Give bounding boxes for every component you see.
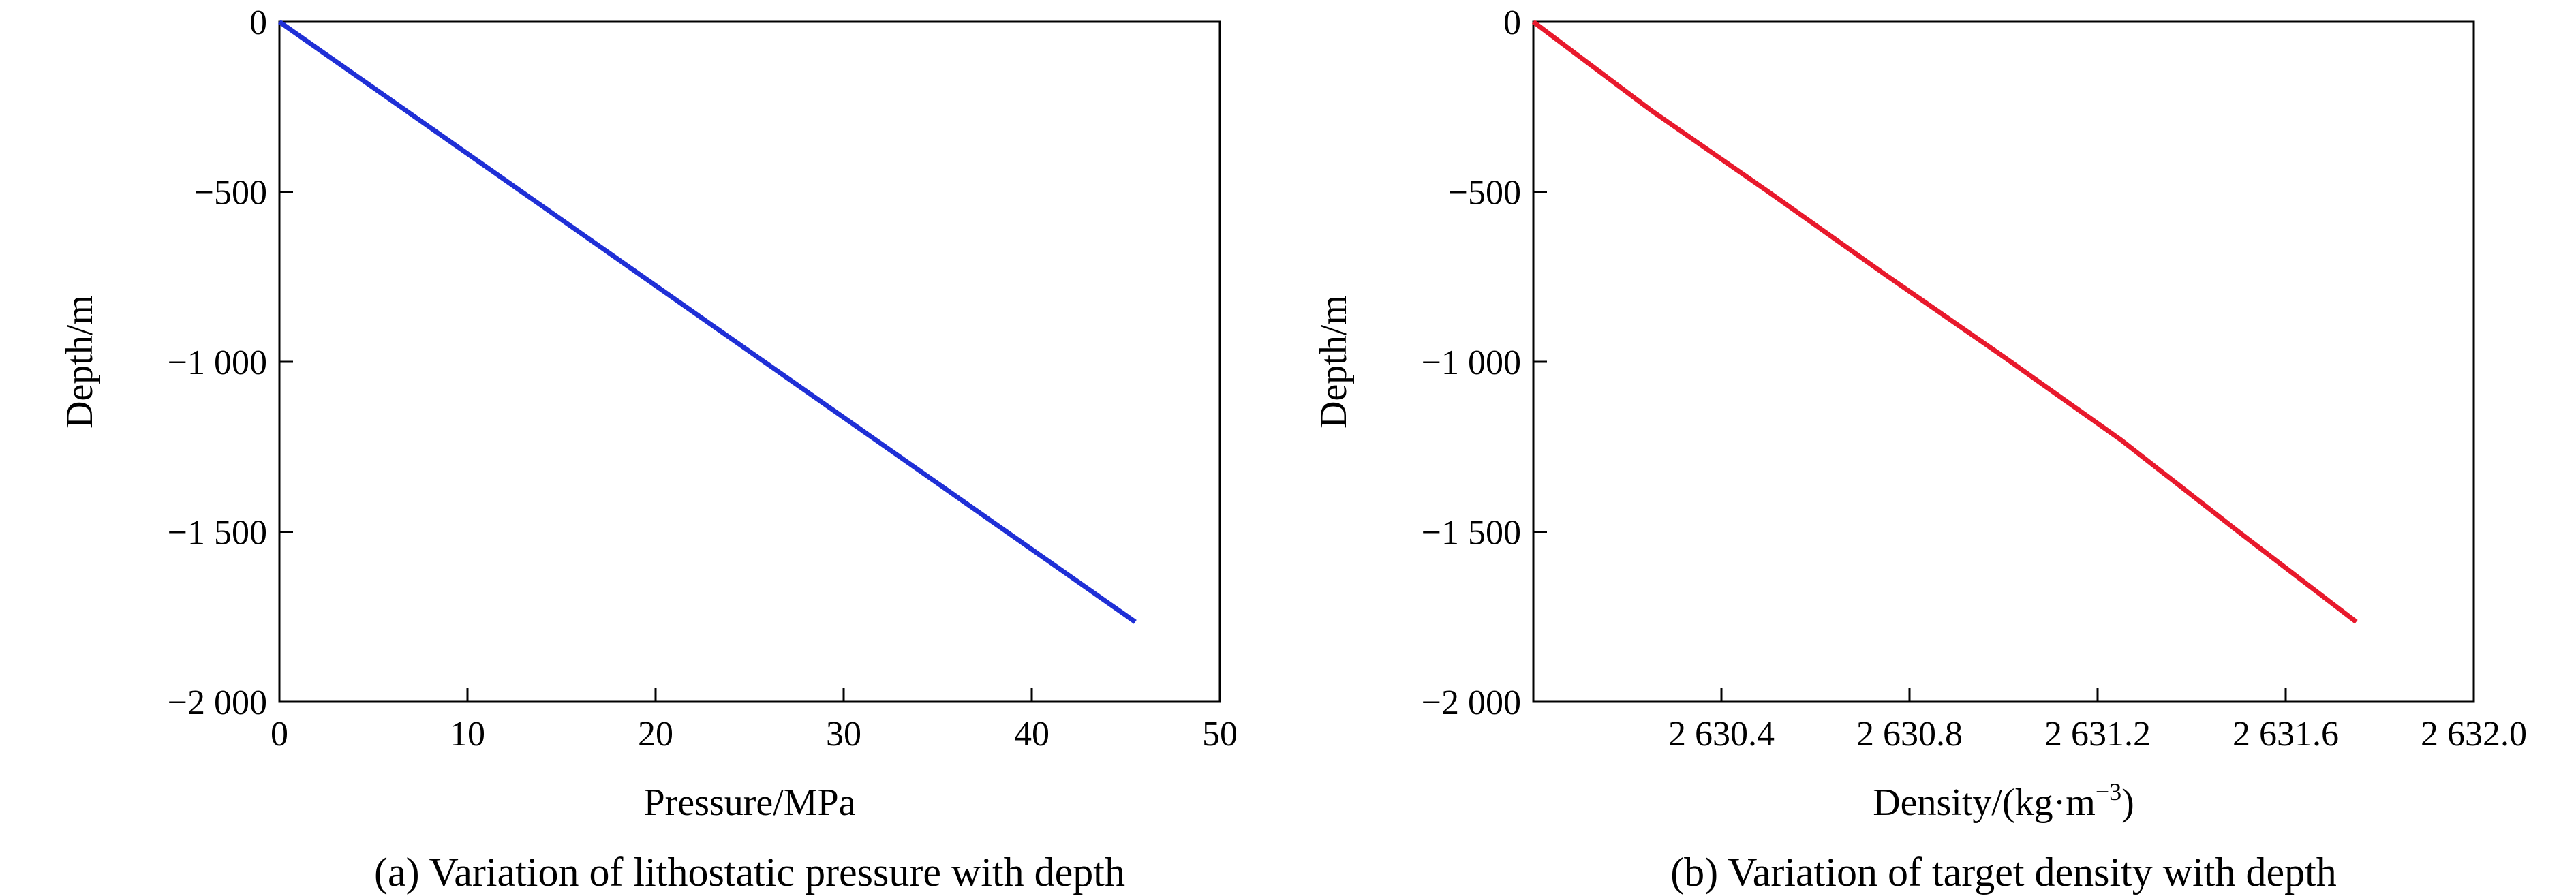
plot-frame-a: [278, 20, 1221, 703]
y-axis-label-b: Depth/m: [1313, 295, 1355, 429]
y-tick-label: −500: [194, 174, 267, 213]
x-axis-ticks-a: 0 10 20 30 40 50: [271, 688, 1238, 754]
y-axis-ticks-b: 0 −500 −1 000 −1 500 −2 000: [1422, 3, 1547, 722]
panel-b: 2 630.4 2 630.8 2 631.2 2 631.6 2 632.0 0 −50…: [1313, 3, 2527, 895]
y-tick-label: 0: [249, 3, 267, 42]
y-tick-label: −500: [1448, 174, 1521, 213]
y-tick-label: −2 000: [168, 683, 267, 722]
x-tick-label: 20: [638, 715, 673, 754]
x-tick-label: 0: [271, 715, 288, 754]
caption-a: (a) Variation of lithostatic pressure wi…: [374, 850, 1125, 895]
y-tick-label: −1 500: [1422, 514, 1521, 553]
series-line-b: [1531, 20, 2358, 624]
x-tick-label: 2 631.6: [2233, 715, 2339, 754]
x-axis-ticks-b: 2 630.4 2 630.8 2 631.2 2 631.6 2 632.0: [1668, 688, 2527, 754]
y-axis-ticks-a: 0 −500 −1 000 −1 500 −2 000: [168, 3, 293, 722]
x-tick-label: 2 630.4: [1668, 715, 1775, 754]
x-axis-label-b-superscript: −3: [2096, 778, 2121, 805]
x-tick-label: 10: [450, 715, 485, 754]
y-axis-label-a: Depth/m: [59, 295, 101, 429]
y-tick-label: −1 000: [168, 343, 267, 382]
caption-b: (b) Variation of target density with dep…: [1670, 850, 2337, 895]
y-tick-label: −1 000: [1422, 343, 1521, 382]
x-tick-label: 40: [1014, 715, 1049, 754]
x-tick-label: 2 631.2: [2044, 715, 2151, 754]
x-tick-label: 50: [1202, 715, 1238, 754]
series-line-a: [277, 20, 1137, 624]
panel-a: 0 10 20 30 40 50 0 −500 −1 000 −1 500 −2 000 Pres…: [59, 3, 1238, 895]
x-axis-label-b-end: ): [2121, 782, 2134, 824]
y-tick-label: 0: [1503, 3, 1521, 42]
y-tick-label: −2 000: [1422, 683, 1521, 722]
x-axis-label-a: Pressure/MPa: [643, 782, 855, 824]
x-tick-label: 2 632.0: [2421, 715, 2527, 754]
x-axis-label-b-main: Density/(kg·m: [1873, 782, 2096, 824]
y-tick-label: −1 500: [168, 514, 267, 553]
x-axis-label-b: Density/(kg·m−3): [1873, 778, 2134, 824]
x-tick-label: 30: [826, 715, 861, 754]
x-tick-label: 2 630.8: [1856, 715, 1963, 754]
